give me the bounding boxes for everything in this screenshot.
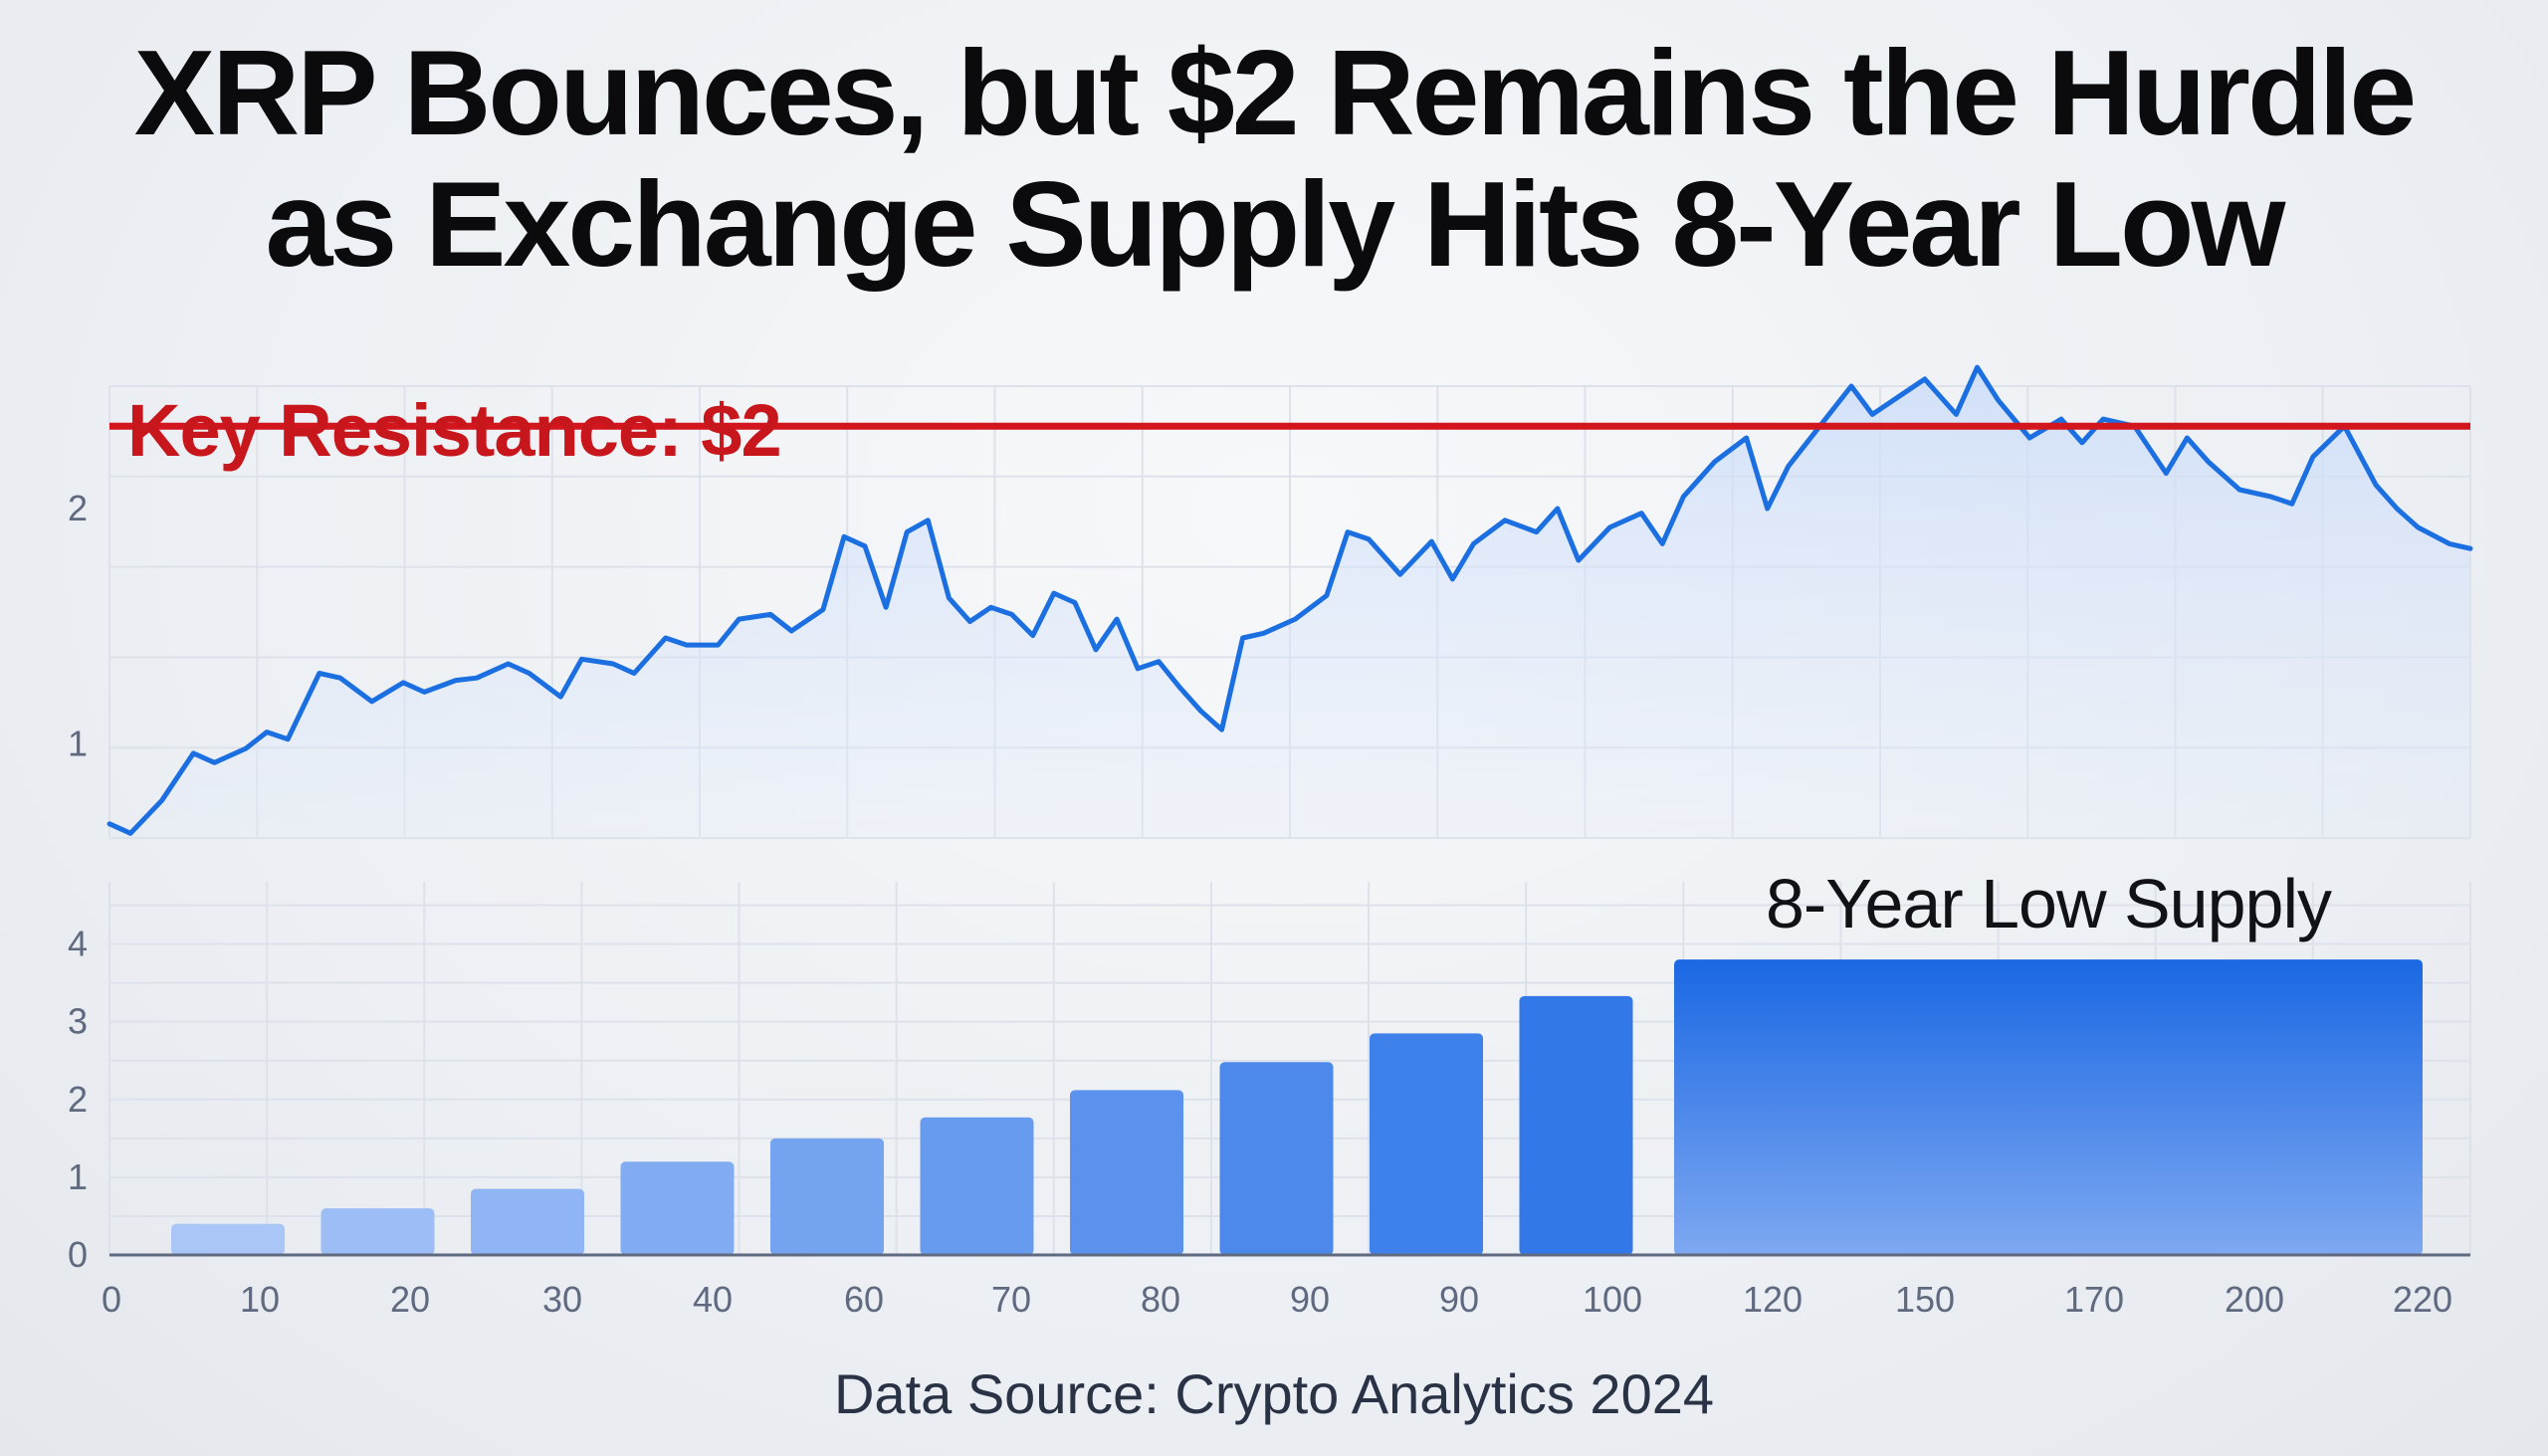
supply-bar — [1519, 995, 1633, 1255]
supply-bar — [320, 1208, 435, 1255]
chart-title-line-2: as Exchange Supply Hits 8-Year Low — [265, 155, 2286, 292]
supply-x-tick-label: 90 — [1439, 1279, 1479, 1320]
supply-x-tick-label: 100 — [1583, 1279, 1642, 1320]
supply-x-tick-label: 200 — [2225, 1279, 2284, 1320]
supply-x-tick-label: 30 — [542, 1279, 582, 1320]
supply-annotation: 8-Year Low Supply — [1766, 865, 2332, 942]
supply-bar — [171, 1223, 285, 1255]
supply-y-tick-label: 2 — [68, 1079, 88, 1120]
resistance-label: Key Resistance: $2 — [127, 389, 781, 472]
supply-x-tick-label: 90 — [1290, 1279, 1330, 1320]
supply-y-tick-label: 4 — [68, 924, 88, 964]
supply-bar — [770, 1138, 884, 1255]
supply-bar — [1070, 1090, 1183, 1255]
supply-bar-panel: 0 1 2 3 4 0 10 20 30 40 60 70 80 90 90 100 120 150 170 200… — [68, 865, 2471, 1320]
supply-bar — [1370, 1033, 1483, 1255]
supply-x-tick-label: 60 — [844, 1279, 884, 1320]
supply-x-tick-label: 150 — [1895, 1279, 1955, 1320]
supply-x-tick-label: 120 — [1743, 1279, 1803, 1320]
supply-bar — [620, 1161, 735, 1255]
supply-bar — [920, 1117, 1034, 1255]
supply-x-tick-label: 20 — [390, 1279, 430, 1320]
supply-x-tick-label: 40 — [693, 1279, 733, 1320]
supply-y-tick-label: 0 — [68, 1234, 88, 1275]
supply-bar — [1674, 959, 2423, 1255]
supply-x-tick-label: 10 — [240, 1279, 280, 1320]
supply-bar — [1219, 1062, 1334, 1255]
supply-x-tick-label: 170 — [2064, 1279, 2124, 1320]
supply-bars — [171, 959, 2423, 1255]
price-y-tick-label: 1 — [68, 723, 88, 763]
price-y-tick-label: 2 — [68, 488, 88, 528]
supply-y-tick-label: 3 — [68, 1001, 88, 1042]
supply-y-tick-label: 1 — [68, 1156, 88, 1197]
supply-x-tick-label: 80 — [1141, 1279, 1180, 1320]
chart-title-line-1: XRP Bounces, but $2 Remains the Hurdle — [133, 25, 2417, 160]
chart-title: XRP Bounces, but $2 Remains the Hurdle a… — [0, 25, 2548, 292]
supply-x-tick-label: 0 — [102, 1279, 121, 1320]
supply-bar — [471, 1188, 584, 1255]
price-y-ticks: 12 — [68, 488, 88, 763]
supply-y-ticks: 0 1 2 3 4 — [68, 924, 88, 1276]
supply-x-ticks: 0 10 20 30 40 60 70 80 90 90 100 120 150 170 200 220 — [102, 1279, 2452, 1320]
supply-x-tick-label: 220 — [2393, 1279, 2452, 1320]
data-source-note: Data Source: Crypto Analytics 2024 — [833, 1362, 1715, 1425]
supply-x-tick-label: 70 — [991, 1279, 1031, 1320]
price-area-fill — [109, 367, 2470, 838]
price-line-panel: 12 Key Resistance: $2 — [68, 364, 2473, 839]
